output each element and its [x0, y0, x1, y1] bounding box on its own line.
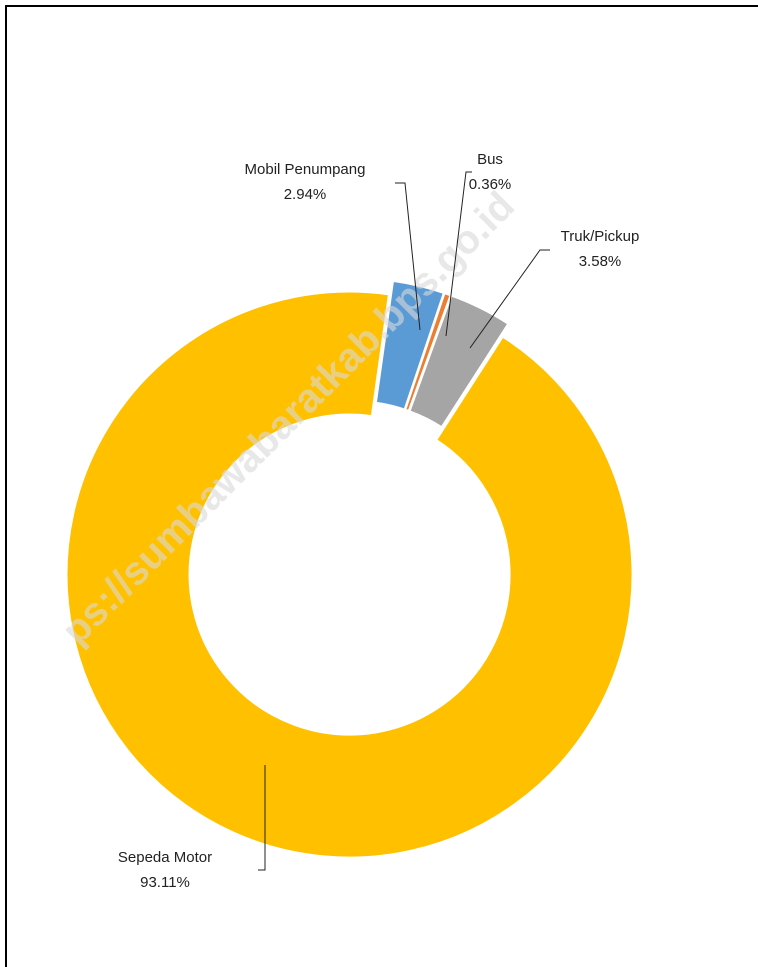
- value-label: 3.58%: [579, 253, 622, 270]
- leader-line: [445, 171, 472, 337]
- slice: [65, 290, 634, 859]
- value-label: 2.94%: [284, 186, 327, 203]
- leader-line: [258, 765, 266, 871]
- value-label: 0.36%: [469, 176, 512, 193]
- leader-line: [395, 182, 421, 331]
- slice-label: Truk/Pickup: [561, 228, 640, 245]
- leader-line: [469, 249, 550, 349]
- value-label: 93.11%: [140, 874, 190, 891]
- slice-label: Mobil Penumpang: [245, 161, 366, 178]
- slice-label: Bus: [477, 151, 503, 168]
- slice-label: Sepeda Motor: [118, 849, 212, 866]
